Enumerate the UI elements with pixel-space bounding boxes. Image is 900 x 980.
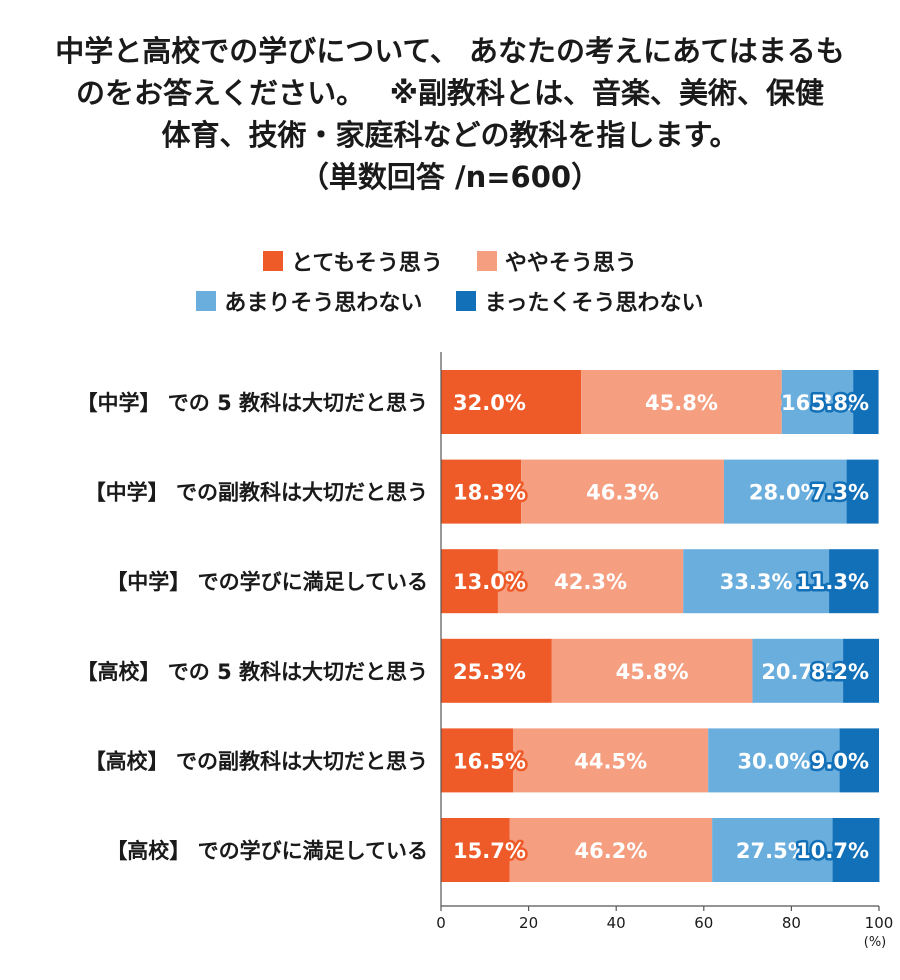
chart-title: 中学と高校での学びについて、 あなたの考えにあてはまるも のをお答えください。 … bbox=[20, 30, 880, 198]
value-label-2-0: 13.0% bbox=[453, 570, 526, 594]
bar-segment-4-1 bbox=[513, 728, 709, 793]
x-tick-label-4: 80 bbox=[782, 914, 801, 932]
bar-segment-2-0 bbox=[441, 549, 498, 614]
bar-segment-4-3 bbox=[839, 728, 879, 793]
value-label-3-2: 20.7% bbox=[761, 660, 834, 684]
legend-label-somewhat-agree: ややそう思う bbox=[504, 251, 637, 276]
category-label-4: 【高校】 での副教科は大切だと思う bbox=[85, 749, 428, 773]
value-label-5-3: 10.7% bbox=[796, 839, 869, 863]
value-label-2-1: 42.3% bbox=[554, 570, 627, 594]
value-label-4-2: 30.0% bbox=[737, 749, 810, 773]
title-line-2: のをお答えください。 ※副教科とは、音楽、美術、保健 bbox=[76, 76, 824, 110]
title-line-1: 中学と高校での学びについて、 あなたの考えにあてはまるも bbox=[55, 34, 845, 68]
value-label-3-3: 8.2% bbox=[811, 660, 869, 684]
bar-segment-3-2 bbox=[752, 638, 844, 703]
bar-segment-5-1 bbox=[509, 818, 713, 882]
value-label-5-0: 15.7% bbox=[453, 839, 526, 863]
bar-segment-5-0 bbox=[441, 818, 510, 882]
bar-segment-4-2 bbox=[708, 728, 840, 793]
value-label-3-1: 45.8% bbox=[616, 660, 689, 684]
bar-segment-3-1 bbox=[551, 638, 753, 703]
x-unit-label: (%) bbox=[864, 935, 887, 950]
bar-segment-0-0 bbox=[441, 370, 582, 434]
value-label-5-1: 46.2% bbox=[575, 839, 648, 863]
value-label-0-3: 5.8% bbox=[811, 391, 869, 415]
value-label-0-0: 32.0% bbox=[453, 391, 526, 415]
bar-segment-1-1 bbox=[521, 459, 724, 524]
title-line-4: （単数回答 /n=600） bbox=[299, 160, 601, 194]
legend-row-2: あまりそう思わない まったくそう思わない bbox=[0, 285, 900, 317]
legend-swatch-strongly-agree bbox=[263, 251, 284, 271]
value-label-1-3: 7.3% bbox=[811, 481, 869, 505]
category-label-5: 【高校】 での学びに満足している bbox=[106, 839, 428, 863]
value-label-4-1: 44.5% bbox=[574, 749, 647, 773]
bar-segment-1-2 bbox=[723, 459, 847, 524]
value-label-0-2: 16.3% bbox=[781, 391, 854, 415]
value-label-1-0: 18.3% bbox=[453, 481, 526, 505]
bar-segment-2-1 bbox=[497, 549, 684, 614]
value-label-4-3: 9.0% bbox=[811, 749, 869, 773]
bar-segment-4-0 bbox=[441, 728, 514, 793]
category-label-1: 【中学】 での副教科は大切だと思う bbox=[85, 481, 428, 505]
value-label-1-2: 28.0% bbox=[749, 481, 822, 505]
category-label-0: 【中学】 での 5 教科は大切だと思う bbox=[76, 391, 428, 415]
legend-label-strongly-disagree: まったくそう思わない bbox=[484, 291, 704, 316]
bar-segment-5-2 bbox=[712, 818, 833, 882]
bar-segment-0-3 bbox=[853, 370, 879, 434]
legend-item-strongly-disagree: まったくそう思わない bbox=[456, 285, 704, 317]
legend-row-1: とてもそう思う ややそう思う bbox=[0, 245, 900, 277]
legend-swatch-somewhat-disagree bbox=[196, 291, 217, 311]
value-label-2-2: 33.3% bbox=[720, 570, 793, 594]
value-label-2-3: 11.3% bbox=[796, 570, 869, 594]
legend-item-strongly-agree: とてもそう思う bbox=[263, 245, 443, 277]
category-label-3: 【高校】 での 5 教科は大切だと思う bbox=[76, 660, 428, 684]
bar-segment-1-3 bbox=[846, 459, 879, 524]
x-tick-label-2: 40 bbox=[607, 914, 626, 932]
x-tick-label-0: 0 bbox=[436, 914, 446, 932]
legend-item-somewhat-disagree: あまりそう思わない bbox=[196, 285, 422, 317]
legend-label-strongly-agree: とてもそう思う bbox=[291, 251, 443, 276]
bar-segment-3-0 bbox=[441, 638, 552, 703]
legend-item-somewhat-agree: ややそう思う bbox=[476, 245, 637, 277]
title-line-3: 体育、技術・家庭科などの教科を指します。 bbox=[161, 118, 739, 152]
legend-swatch-strongly-disagree bbox=[456, 291, 477, 311]
bar-segment-3-3 bbox=[843, 638, 879, 703]
value-label-5-2: 27.5% bbox=[736, 839, 809, 863]
value-label-4-0: 16.5% bbox=[453, 749, 526, 773]
x-tick-label-5: 100 bbox=[865, 914, 894, 932]
category-label-2: 【中学】 での学びに満足している bbox=[106, 570, 428, 594]
bar-segment-5-3 bbox=[832, 818, 880, 882]
x-tick-label-1: 20 bbox=[519, 914, 538, 932]
bar-segment-2-3 bbox=[829, 549, 879, 614]
value-label-0-1: 45.8% bbox=[645, 391, 718, 415]
bar-segment-2-2 bbox=[683, 549, 830, 614]
bar-segment-0-1 bbox=[581, 370, 782, 434]
legend-label-somewhat-disagree: あまりそう思わない bbox=[224, 291, 423, 316]
value-label-1-1: 46.3% bbox=[586, 481, 659, 505]
bar-segment-1-0 bbox=[441, 459, 522, 524]
x-tick-label-3: 60 bbox=[694, 914, 713, 932]
bar-segment-0-2 bbox=[781, 370, 854, 434]
legend-swatch-somewhat-agree bbox=[476, 251, 497, 271]
value-label-3-0: 25.3% bbox=[453, 660, 526, 684]
